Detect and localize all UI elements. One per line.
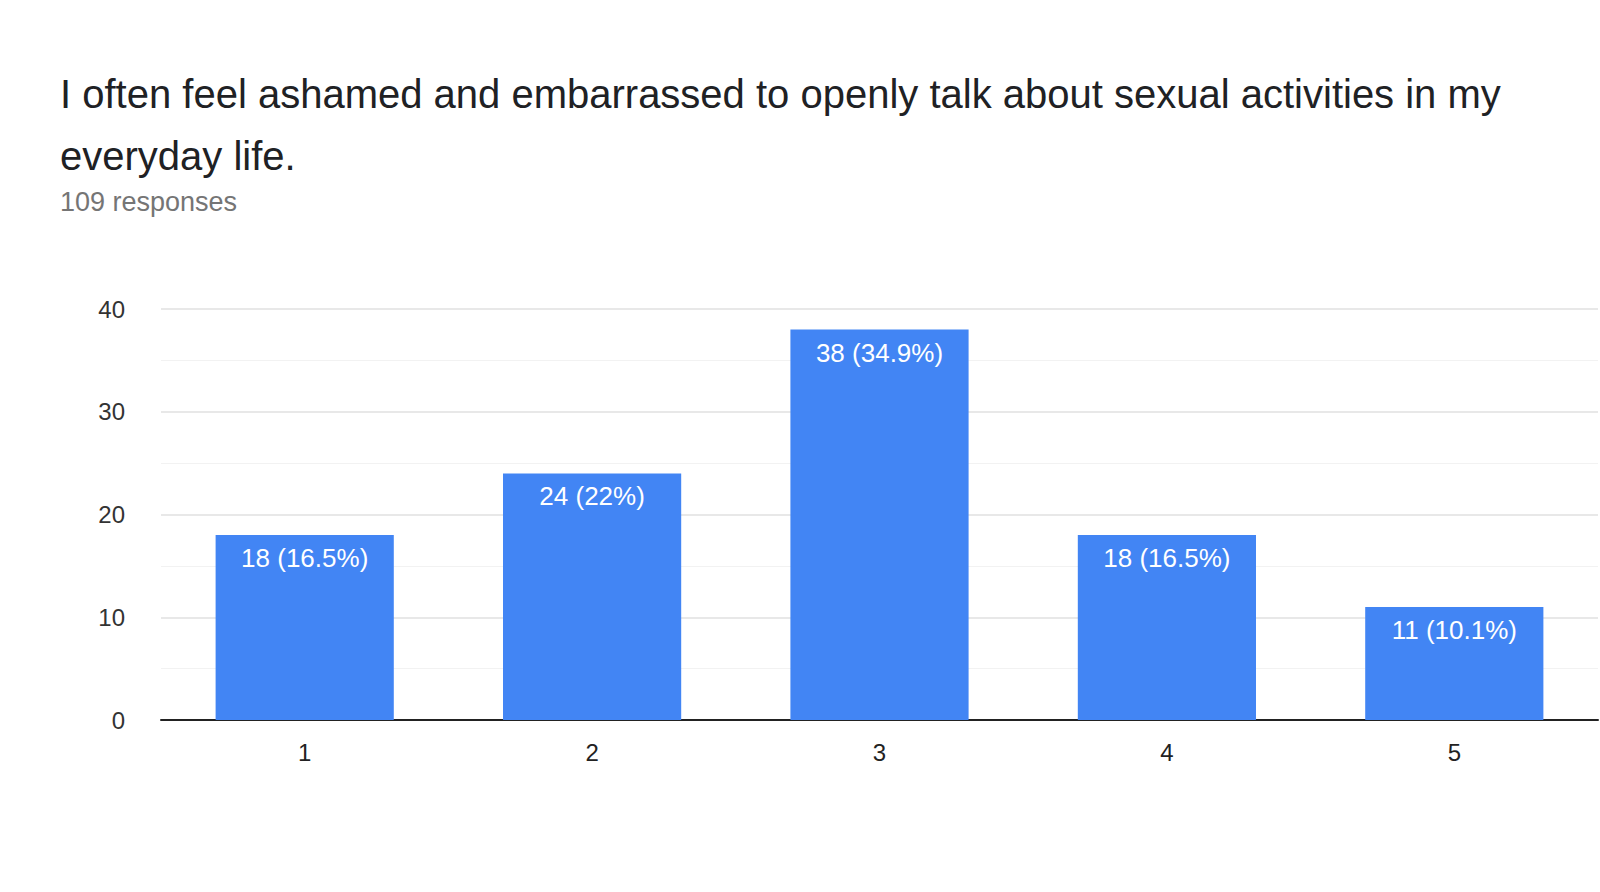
svg-text:4: 4: [1160, 739, 1173, 766]
svg-text:18 (16.5%): 18 (16.5%): [241, 543, 368, 573]
svg-text:10: 10: [98, 604, 125, 631]
svg-text:1: 1: [298, 739, 311, 766]
svg-text:everyday life.: everyday life.: [60, 134, 296, 178]
svg-text:40: 40: [98, 296, 125, 323]
svg-text:2: 2: [585, 739, 598, 766]
svg-text:18 (16.5%): 18 (16.5%): [1103, 543, 1230, 573]
svg-text:38 (34.9%): 38 (34.9%): [816, 338, 943, 368]
svg-text:30: 30: [98, 398, 125, 425]
svg-text:24 (22%): 24 (22%): [539, 481, 645, 511]
svg-text:109 responses: 109 responses: [60, 187, 237, 217]
svg-text:20: 20: [98, 501, 125, 528]
svg-text:3: 3: [873, 739, 886, 766]
svg-text:0: 0: [112, 707, 125, 734]
svg-text:5: 5: [1448, 739, 1461, 766]
svg-text:I often feel ashamed and embar: I often feel ashamed and embarrassed to …: [60, 72, 1512, 116]
svg-text:11 (10.1%): 11 (10.1%): [1392, 615, 1517, 645]
